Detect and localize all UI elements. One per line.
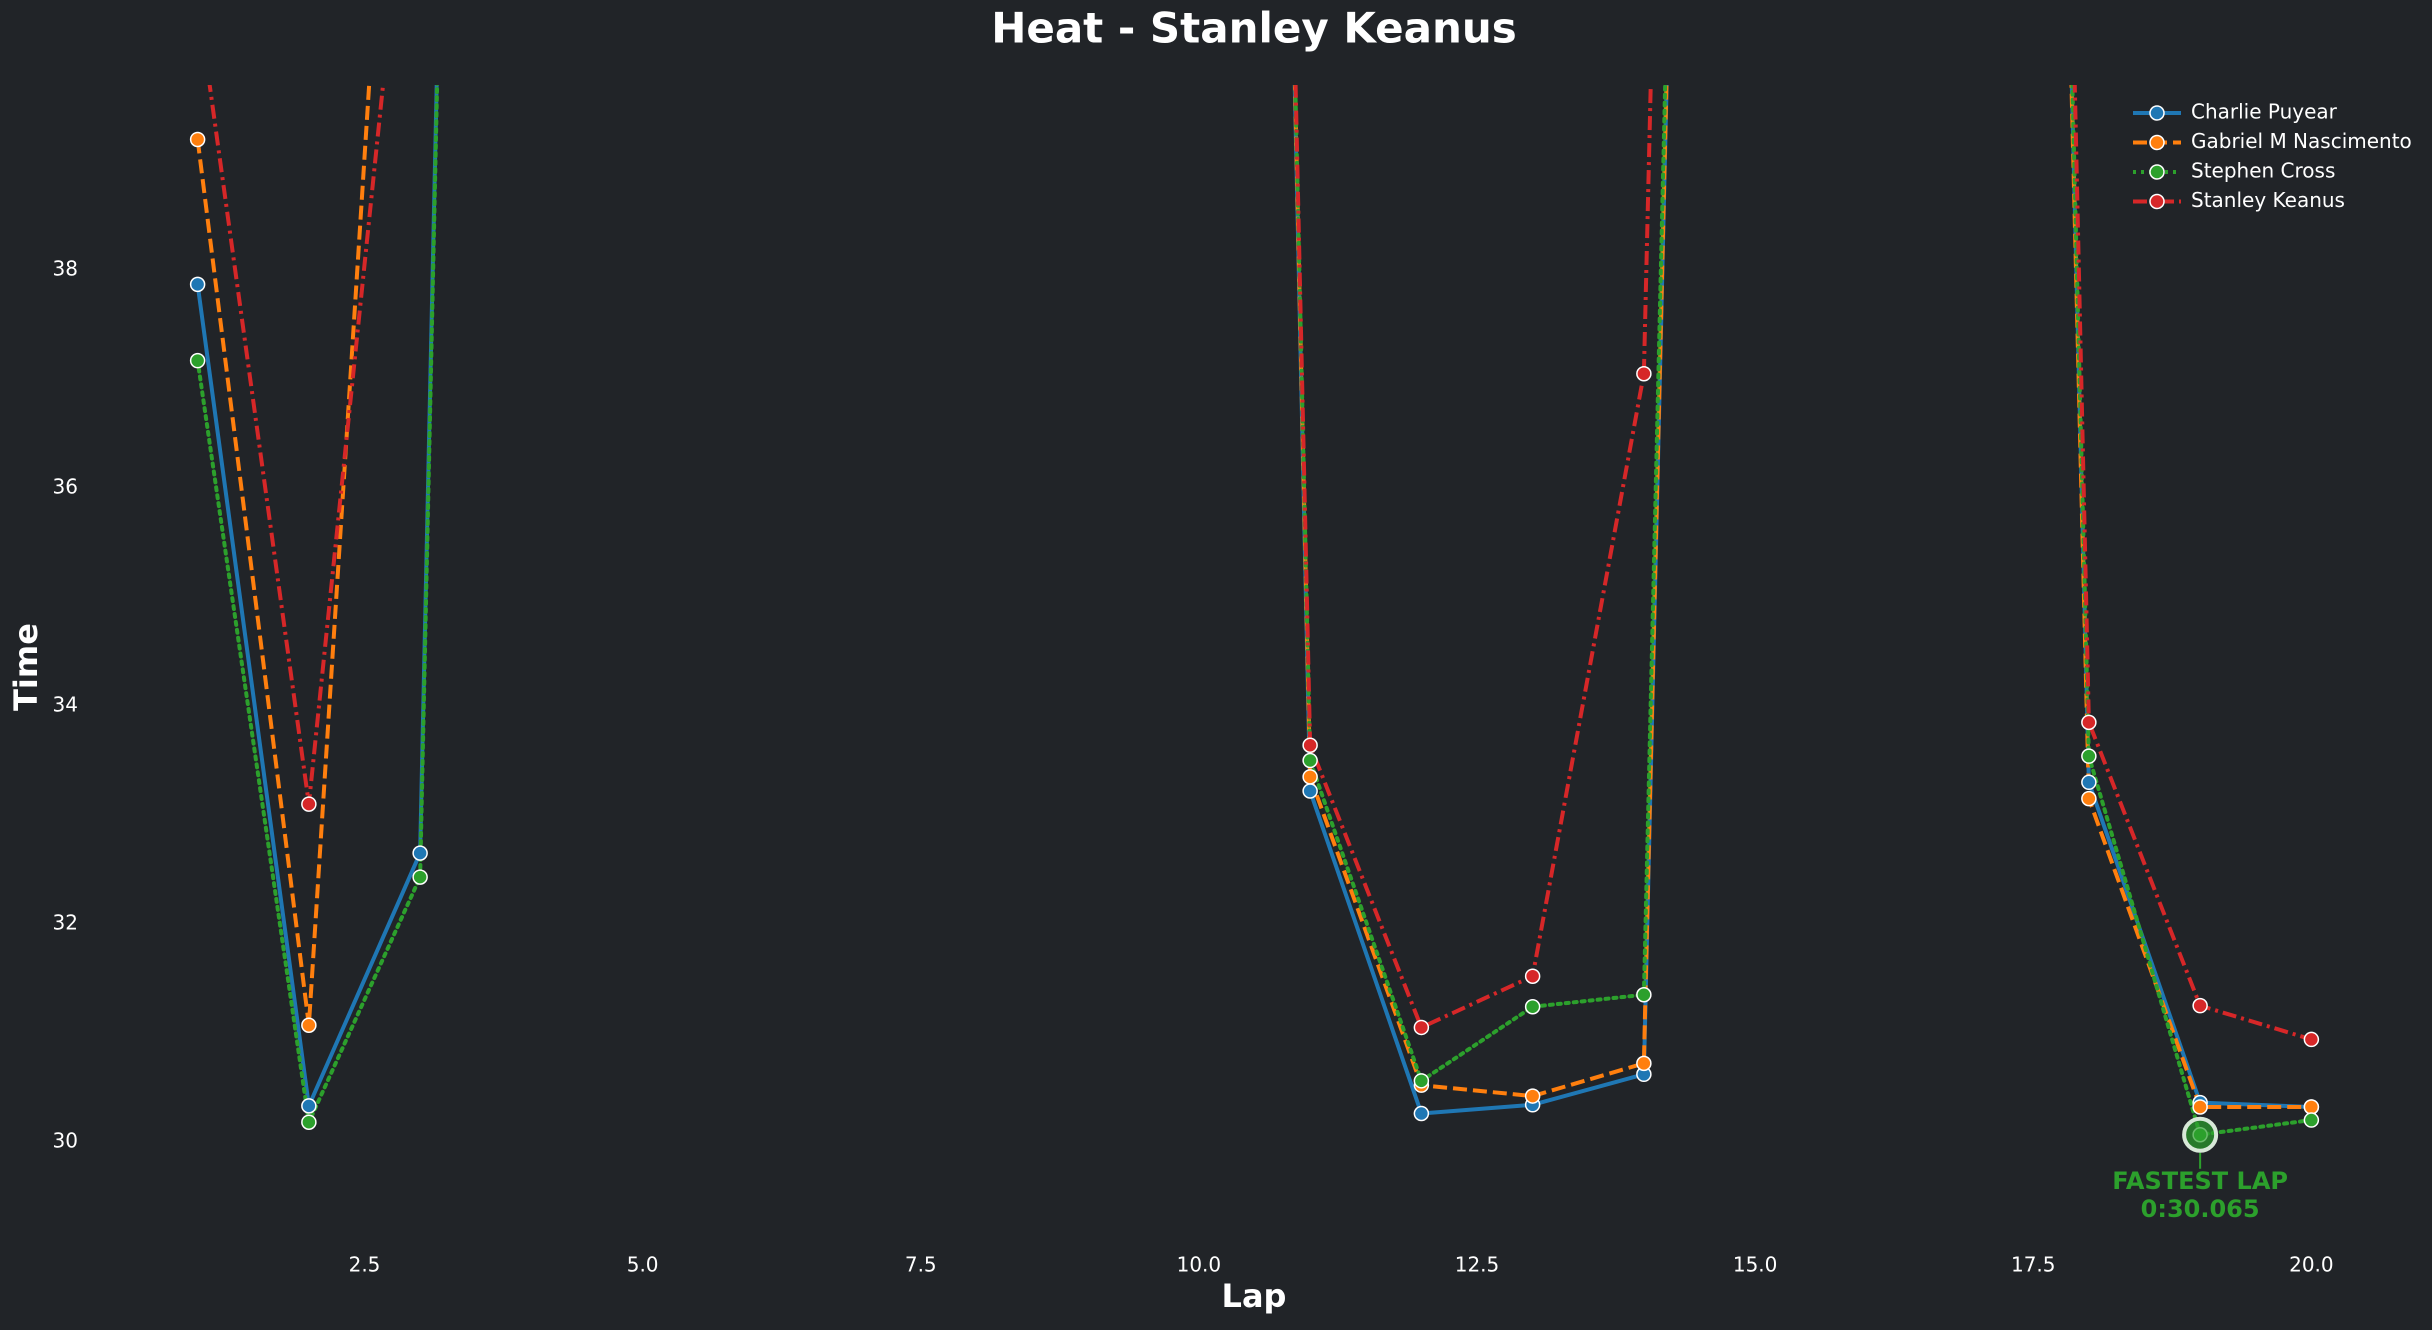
data-point	[1413, 1073, 1430, 1089]
y-tick-label: 34	[53, 693, 78, 717]
data-point	[191, 0, 205, 5]
data-point	[1524, 968, 1541, 984]
x-tick-label: 7.5	[905, 1253, 937, 1277]
data-point	[2303, 1112, 2320, 1128]
x-tick-label: 15.0	[1733, 1253, 1778, 1277]
data-point	[189, 276, 206, 293]
data-point	[2303, 1031, 2320, 1048]
data-point	[1413, 1105, 1430, 1122]
series-line	[207, 85, 2312, 1042]
series-line	[195, 85, 2312, 1109]
legend-label: Gabriel M Nascimento	[2191, 129, 2412, 153]
annotation-label: FASTEST LAP	[2112, 1167, 2288, 1195]
legend-label: Stephen Cross	[2191, 159, 2335, 183]
series-line	[195, 85, 2314, 1137]
data-point	[1524, 998, 1541, 1015]
annotation-time: 0:30.065	[2141, 1195, 2260, 1223]
x-tick-label: 17.5	[2011, 1253, 2056, 1277]
data-point	[1636, 1055, 1652, 1072]
data-point	[412, 845, 428, 861]
data-point	[301, 1017, 317, 1034]
data-point	[1413, 1019, 1430, 1036]
x-tick-label: 20.0	[2289, 1253, 2334, 1277]
data-point	[2081, 774, 2097, 791]
data-point	[301, 1114, 317, 1130]
legend-marker	[2149, 105, 2165, 121]
chart-title: Heat - Stanley Keanus	[991, 4, 1517, 53]
data-point	[2081, 748, 2097, 764]
y-tick-label: 30	[53, 1128, 78, 1152]
data-point	[301, 796, 317, 812]
data-point	[1302, 783, 1318, 799]
data-point	[2081, 790, 2097, 807]
data-point	[189, 352, 206, 369]
data-point	[301, 1098, 317, 1114]
fastest-lap-marker	[2182, 1116, 2219, 1153]
data-point	[1302, 769, 1318, 785]
legend-label: Stanley Keanus	[2191, 188, 2345, 212]
legend-marker	[2149, 134, 2165, 151]
data-point	[189, 131, 206, 148]
plot-area	[189, 0, 2320, 1143]
data-point	[1636, 987, 1652, 1003]
data-point	[1302, 752, 1318, 769]
y-tick-label: 38	[53, 257, 78, 281]
data-point	[1636, 365, 1652, 382]
data-point	[2081, 714, 2097, 731]
x-tick-label: 10.0	[1177, 1253, 1222, 1277]
legend-marker	[2149, 164, 2165, 180]
data-point	[412, 869, 428, 885]
data-point	[1302, 737, 1318, 754]
y-axis-label: Time	[7, 623, 45, 711]
x-tick-label: 2.5	[349, 1253, 381, 1277]
legend-label: Charlie Puyear	[2191, 100, 2338, 124]
data-point	[1524, 1088, 1541, 1104]
legend-marker	[2149, 193, 2165, 210]
x-axis-label: Lap	[1222, 1277, 1287, 1315]
data-point	[2192, 997, 2208, 1014]
data-point	[2303, 1099, 2320, 1115]
x-tick-label: 12.5	[1455, 1253, 1500, 1277]
y-tick-label: 32	[53, 910, 78, 934]
y-tick-label: 36	[53, 475, 78, 499]
series-line	[195, 85, 2312, 1116]
x-tick-label: 5.0	[627, 1253, 659, 1277]
data-point	[2192, 1099, 2208, 1115]
